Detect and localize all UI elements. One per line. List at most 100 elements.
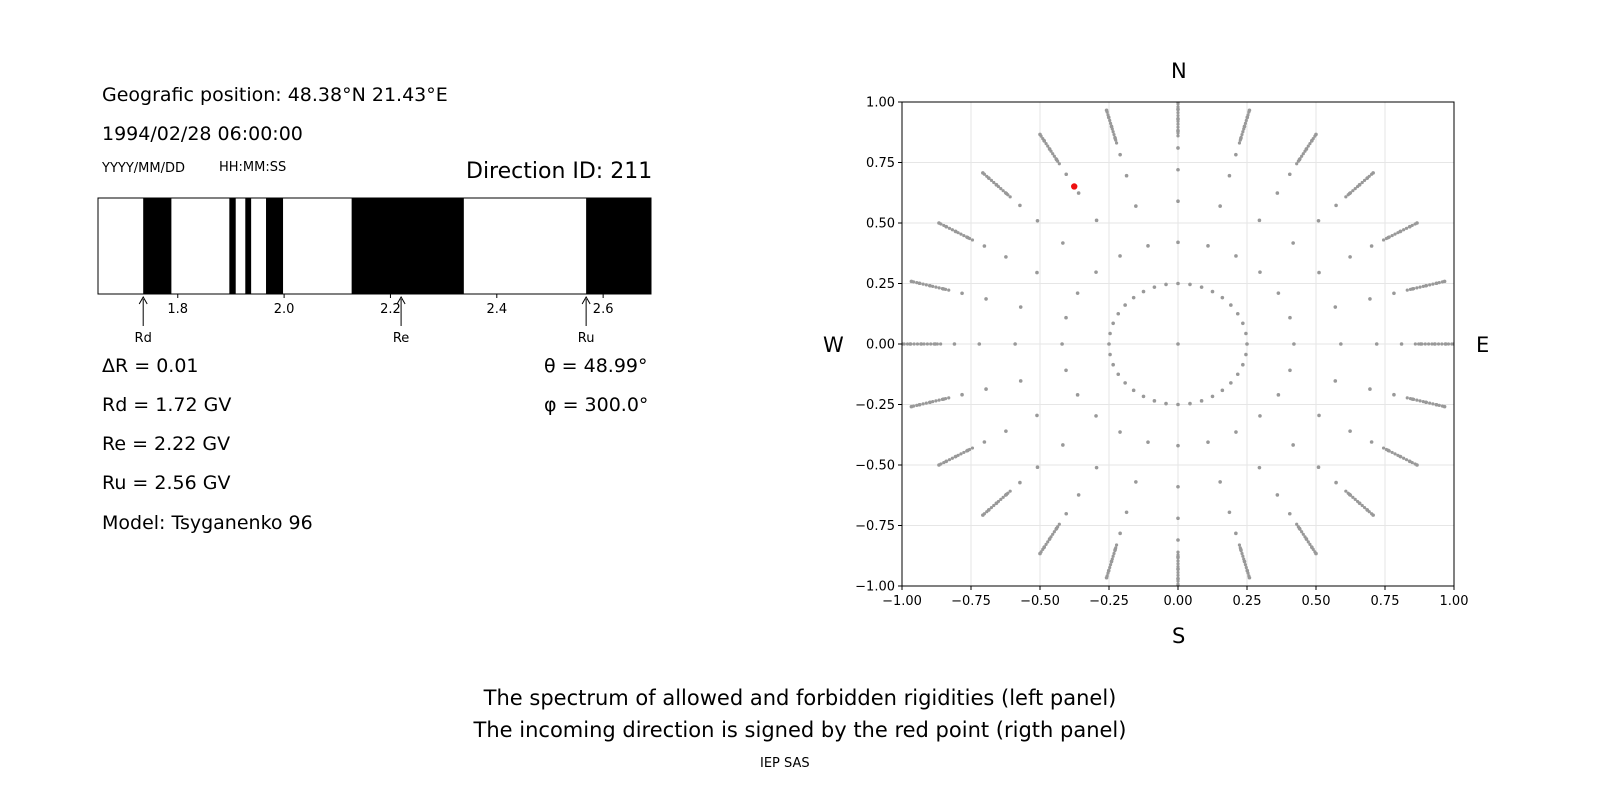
direction-point	[1035, 270, 1039, 275]
direction-point	[931, 284, 935, 288]
direction-point	[994, 182, 998, 187]
direction-point	[1039, 550, 1043, 554]
direction-point	[1003, 493, 1008, 497]
direction-point	[985, 510, 989, 514]
direction-point	[1109, 560, 1114, 564]
direction-point	[1239, 549, 1243, 553]
direction-point	[1001, 189, 1005, 193]
direction-point	[967, 447, 972, 452]
direction-point	[1308, 542, 1312, 546]
direction-point	[1176, 122, 1180, 126]
direction-point	[1176, 550, 1180, 554]
direction-point	[1296, 525, 1300, 529]
direction-point	[1064, 315, 1068, 320]
direction-point	[1123, 303, 1127, 307]
direction-point	[1176, 146, 1180, 150]
direction-point	[1242, 124, 1247, 128]
direction-point	[934, 285, 938, 289]
direction-point	[1295, 162, 1299, 166]
direction-point	[1220, 295, 1225, 300]
direction-point	[992, 180, 996, 185]
direction-point	[1227, 510, 1232, 515]
direction-point	[1229, 303, 1233, 307]
direction-point	[956, 453, 960, 457]
direction-point	[1109, 124, 1114, 128]
direction-point	[1039, 134, 1043, 138]
direction-point	[1108, 121, 1113, 125]
direction-point	[1410, 223, 1414, 228]
west-label: W	[823, 333, 844, 357]
direction-point	[1044, 142, 1048, 146]
direction-point	[1360, 180, 1364, 185]
direction-point	[1152, 285, 1157, 289]
direction-point	[1111, 554, 1115, 558]
direction-point	[1295, 522, 1299, 526]
direction-point	[1176, 240, 1180, 245]
direction-point	[1094, 414, 1098, 418]
direction-point	[996, 499, 1001, 504]
direction-point	[1408, 287, 1413, 291]
direction-point	[1108, 331, 1112, 336]
direction-point	[942, 223, 946, 228]
direction-point	[950, 228, 954, 232]
direction-point	[934, 399, 938, 403]
direction-point	[911, 280, 916, 284]
direction-point	[994, 501, 998, 506]
direction-point	[1370, 512, 1374, 516]
direction-point	[1118, 152, 1122, 157]
direction-point	[1308, 142, 1312, 146]
spectrum-tick-label: 2.4	[486, 302, 507, 317]
direction-point	[1061, 241, 1065, 245]
geographic-position: Geografic position: 48.38°N 21.43°E	[102, 84, 448, 106]
direction-point	[1353, 497, 1357, 501]
direction-point	[1008, 489, 1012, 493]
direction-point	[929, 342, 933, 346]
forbidden-band	[229, 198, 236, 294]
direction-point	[1116, 311, 1121, 316]
marker-arrowhead	[581, 295, 591, 305]
direction-point	[1348, 191, 1353, 195]
direction-point	[1218, 204, 1222, 208]
direction-point	[1348, 429, 1352, 433]
direction-point	[1316, 218, 1321, 223]
direction-point	[1306, 540, 1310, 544]
direction-point	[1407, 225, 1411, 229]
direction-point	[1369, 244, 1374, 248]
direction-point	[921, 282, 925, 286]
direction-point	[1018, 203, 1022, 208]
direction-point	[1311, 547, 1315, 551]
direction-point	[1428, 283, 1432, 287]
direction-point	[950, 456, 954, 460]
direction-point	[1206, 440, 1210, 444]
direction-point	[1303, 535, 1307, 539]
direction-point	[1124, 173, 1129, 178]
direction-point	[987, 176, 991, 180]
direction-point	[1237, 543, 1242, 547]
direction-point	[945, 459, 949, 463]
direction-point	[919, 342, 923, 346]
direction-point	[1176, 567, 1180, 572]
y-tick-label: 1.00	[866, 96, 895, 111]
direction-point	[982, 440, 987, 444]
x-tick-label: 1.00	[1440, 594, 1469, 609]
direction-point	[1358, 182, 1362, 187]
direction-point	[1199, 399, 1204, 403]
direction-point	[922, 342, 926, 346]
direction-point	[1428, 401, 1432, 405]
direction-point	[1404, 458, 1409, 462]
direction-point	[1367, 174, 1371, 178]
direction-point	[1006, 491, 1010, 495]
direction-point	[1131, 388, 1136, 393]
direction-point	[915, 403, 919, 407]
direction-point	[1035, 465, 1040, 470]
direction-point	[1423, 342, 1427, 346]
direction-point	[1018, 305, 1023, 309]
direction-point	[1431, 402, 1435, 406]
direction-point	[1051, 532, 1055, 536]
model-name: Model: Tsyganenko 96	[102, 512, 313, 534]
direction-point	[1362, 505, 1367, 510]
direction-point	[1176, 484, 1180, 489]
direction-point	[1176, 125, 1180, 129]
direction-point	[1118, 254, 1122, 258]
direction-point	[970, 446, 975, 450]
